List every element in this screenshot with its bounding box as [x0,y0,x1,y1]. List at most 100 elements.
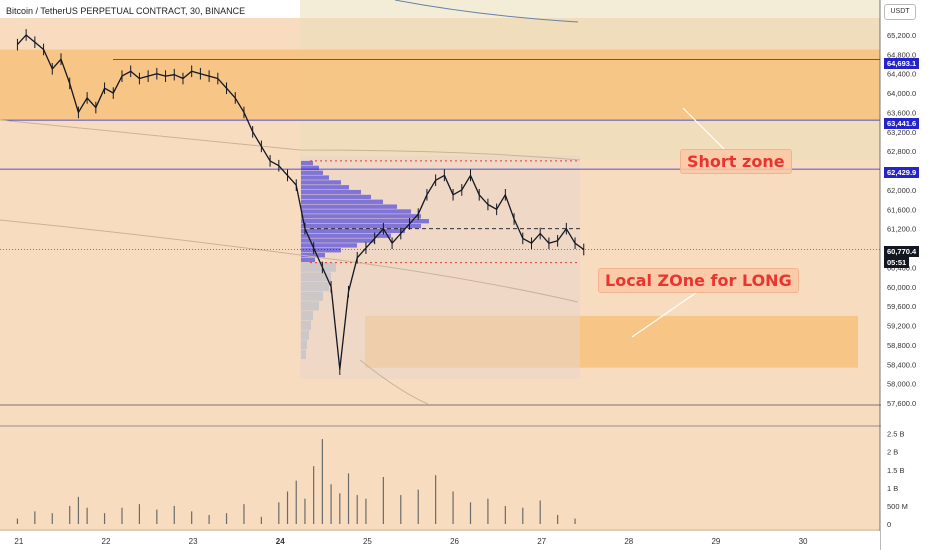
volume-profile-bar [301,228,405,234]
volume-bar [382,477,384,524]
volume-tick-label: 1 B [887,484,898,493]
volume-profile-bar-lower [301,262,336,272]
volume-profile-bar [301,252,325,258]
volume-bar [504,505,506,524]
volume-bar [295,480,297,524]
volume-bar [16,518,19,524]
volume-profile-bar [301,243,357,248]
countdown-badge: 05:51 [884,257,910,268]
time-tick-label: 26 [450,537,459,546]
volume-profile-bar [301,160,313,166]
price-tick-label: 61,200.0 [887,225,916,234]
volume-tick-label: 1.5 B [887,466,905,475]
volume-profile-bar [301,189,361,195]
short-zone-band [0,49,880,121]
volume-bar [539,500,541,524]
volume-bar [86,507,88,524]
volume-bar [156,509,158,524]
last-price-badge: 60,770.4 [884,246,920,257]
volume-profile-bar [301,214,421,219]
volume-bar [286,491,289,524]
price-tick-label: 61,600.0 [887,205,916,214]
chart-title: Bitcoin / TetherUS PERPETUAL CONTRACT, 3… [6,6,246,16]
volume-bar [321,439,323,524]
volume-profile-bar [301,185,349,190]
volume-profile-bar [301,170,323,175]
level-badge-3: 62,429.9 [884,167,920,178]
price-tick-label: 64,000.0 [887,89,916,98]
level-badge-2: 63,441.6 [884,118,920,129]
volume-profile-bar-lower [301,349,306,359]
time-tick-label: 23 [189,537,198,546]
level-badge-1: 64,693.1 [884,58,920,69]
price-tick-label: 58,000.0 [887,380,916,389]
upper-band-curve [394,0,579,23]
time-tick-label: 28 [624,537,633,546]
volume-bar [278,502,280,524]
average-curve-3 [359,359,429,405]
time-tick-label: 25 [363,537,372,546]
volume-bar [138,504,141,524]
volume-profile-bar [301,233,391,238]
volume-profile-bar [301,180,341,185]
volume-profile-bar [301,209,411,214]
volume-tick-label: 2.5 B [887,430,905,439]
volume-bar [330,484,332,524]
volume-bar [356,495,358,524]
price-tick-label: 63,600.0 [887,108,916,117]
volume-bar [417,489,419,524]
price-tick-label: 62,800.0 [887,147,916,156]
time-tick-label: 22 [102,537,111,546]
price-axis-background [881,0,932,550]
volume-profile-bar [301,194,371,200]
price-tick-label: 63,200.0 [887,128,916,137]
volume-profile-bar-lower [301,301,319,311]
volume-tick-label: 2 B [887,448,898,457]
price-tick-label: 59,200.0 [887,322,916,331]
volume-bar [487,498,489,524]
time-tick-label: 21 [14,537,23,546]
volume-background [0,405,880,545]
volume-profile-bar [301,219,429,224]
volume-profile-bar [301,248,341,253]
price-tick-label: 62,000.0 [887,186,916,195]
price-tick-label: 58,400.0 [887,360,916,369]
volume-bar [173,505,175,524]
volume-bar [243,504,245,524]
volume-bar [313,466,315,524]
volume-profile-bar-lower [301,311,313,321]
volume-bar [121,507,123,524]
price-series-line [16,34,585,370]
volume-profile-bar [301,199,383,204]
volume-profile-bar [301,223,421,229]
average-curve-2 [0,219,579,303]
volume-bar [304,498,306,524]
price-tick-label: 59,600.0 [887,302,916,311]
volume-bar [51,513,53,524]
volume-bar [191,511,193,524]
volume-tick-label: 500 M [887,502,908,511]
volume-bar [339,493,341,524]
volume-bar [34,511,36,524]
volume-bar [452,491,454,524]
time-tick-label: 29 [711,537,720,546]
volume-profile-bar [301,238,375,243]
volume-profile-bar [301,204,397,209]
short-zone-callout: Short zone [680,149,792,174]
price-tick-label: 60,000.0 [887,283,916,292]
long-zone-callout: Local ZOne for LONG [598,268,799,293]
time-tick-label: 24 [276,537,285,546]
volume-profile-bar-lower [301,340,307,350]
currency-label[interactable]: USDT [884,4,916,20]
volume-bar [77,496,80,524]
volume-bar [574,518,576,524]
price-tick-label: 64,800.0 [887,50,916,59]
price-tick-label: 58,800.0 [887,341,916,350]
volume-profile-bar-lower [301,291,323,301]
volume-profile-bar-lower [301,320,311,330]
volume-bar [103,513,106,524]
volume-bar [347,473,350,524]
volume-profile-bar-lower [301,330,309,340]
